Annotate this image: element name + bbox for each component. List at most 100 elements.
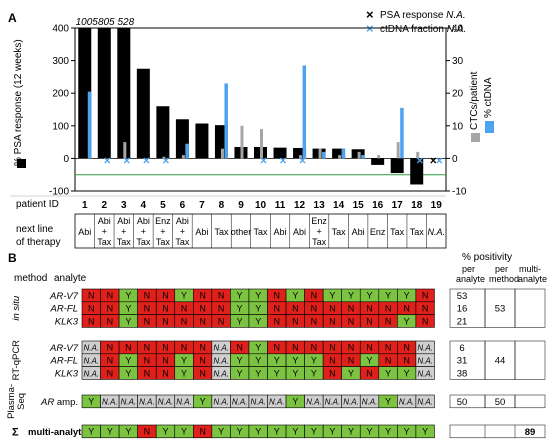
therapy-label: other: [231, 227, 252, 237]
result-cell-text: Y: [181, 368, 187, 378]
panel-b-label: B: [8, 251, 17, 265]
left-axis-label: % PSA response (12 weeks): [13, 39, 24, 166]
result-cell-text: N.A.: [417, 369, 433, 378]
result-cell-text: N: [311, 343, 318, 353]
result-cell-text: N: [292, 316, 299, 326]
result-cell-text: N: [218, 304, 225, 314]
result-cell-text: N: [88, 304, 95, 314]
summary-cell-text: Y: [88, 427, 94, 437]
psa-bar: [371, 158, 385, 165]
result-cell-text: N: [348, 316, 355, 326]
left-tick-label: -100: [49, 187, 69, 198]
ctc-bar: [416, 151, 420, 159]
patient-id-label: patient ID: [16, 199, 59, 210]
result-cell-text: N: [107, 356, 114, 366]
psa-bar: [390, 158, 404, 174]
right-axis-ctc-swatch: [471, 133, 480, 142]
result-cell-text: N: [144, 291, 151, 301]
result-cell-text: Y: [88, 397, 94, 407]
result-cell-text: N: [181, 316, 188, 326]
ctc-bar: [260, 129, 263, 159]
therapy-label: Abi: [137, 216, 150, 226]
result-cell-text: N: [144, 343, 151, 353]
therapy-label: Abi: [352, 227, 365, 237]
right-axis-label-ctc: CTCs/patient: [469, 71, 480, 130]
result-cell-text: N: [125, 343, 132, 353]
result-cell-text: N.A.: [139, 398, 155, 407]
patient-id: 18: [411, 200, 423, 211]
multi-box: [514, 288, 546, 328]
result-cell-text: N: [385, 356, 392, 366]
ctc-bar: [357, 151, 361, 159]
result-cell-text: N.A.: [269, 398, 285, 407]
summary-cell-text: Y: [255, 427, 261, 437]
result-cell-text: N.A.: [213, 369, 229, 378]
patient-id: 14: [333, 200, 345, 211]
therapy-label: Abi: [117, 216, 130, 226]
patient-id: 19: [431, 200, 443, 211]
result-cell-text: N: [199, 291, 206, 301]
therapy-label: Abi: [274, 227, 287, 237]
therapy-label: +: [121, 227, 126, 237]
result-cell-text: N.A.: [121, 398, 137, 407]
summary-cell-text: N: [199, 427, 206, 437]
result-cell-text: N.A.: [102, 398, 118, 407]
psa-na-marker: ×: [430, 153, 437, 167]
summary-cell-text: Y: [181, 427, 187, 437]
summary-cell-text: N: [144, 427, 151, 437]
result-cell-text: N: [162, 356, 169, 366]
analyte-label: AR amp.: [40, 397, 78, 408]
therapy-label: Abi: [78, 227, 91, 237]
result-cell-text: N: [144, 316, 151, 326]
result-cell-text: N: [422, 304, 429, 314]
summary-cell-text: Y: [404, 427, 410, 437]
result-cell-text: Y: [292, 291, 298, 301]
result-cell-text: N: [162, 368, 169, 378]
right-tick-label: 10: [452, 121, 464, 132]
psa-bar: [293, 147, 307, 159]
result-cell-text: N.A.: [232, 398, 248, 407]
result-cell-text: N: [274, 291, 281, 301]
psa-bar: [156, 106, 170, 159]
patient-id: 15: [353, 200, 365, 211]
multi-analyte-value: 89: [525, 427, 536, 438]
therapy-frame: [74, 213, 447, 249]
therapy-label: Tax: [136, 237, 151, 247]
result-cell-text: Y: [125, 304, 131, 314]
patient-id: 3: [121, 200, 127, 211]
result-cell-text: Y: [311, 368, 317, 378]
analyte-label: AR-FL: [50, 356, 78, 367]
result-cell-text: N.A.: [417, 344, 433, 353]
therapy-label: Tax: [253, 227, 268, 237]
result-cell-text: N.A.: [83, 357, 99, 366]
ctdna-bar: [87, 91, 92, 159]
result-cell-text: Y: [274, 356, 280, 366]
result-cell-text: Y: [348, 291, 354, 301]
result-cell-text: Y: [385, 291, 391, 301]
result-cell-text: N: [422, 291, 429, 301]
result-cell-text: Y: [237, 368, 243, 378]
patient-id: 13: [314, 200, 326, 211]
result-cell-text: N: [385, 343, 392, 353]
result-cell-text: Y: [348, 368, 354, 378]
result-cell-text: N: [274, 343, 281, 353]
ctc-bar: [240, 125, 244, 159]
result-cell-text: N: [366, 343, 373, 353]
psa-bar: [117, 28, 131, 159]
therapy-label: Tax: [156, 237, 171, 247]
patient-id: 9: [238, 200, 244, 211]
result-cell: [415, 314, 435, 328]
result-cell-text: N.A.: [83, 344, 99, 353]
ctc-bar: [318, 148, 322, 159]
result-cell-text: N: [292, 343, 299, 353]
result-cell-text: N.A.: [399, 398, 415, 407]
per-method-header-2: method: [489, 274, 519, 284]
ctdna-na-marker: ×: [143, 153, 150, 167]
therapy-label: Tax: [410, 227, 425, 237]
left-axis-legend-swatch: [17, 159, 26, 168]
result-cell-text: Y: [367, 291, 373, 301]
result-cell-text: Y: [255, 343, 261, 353]
per-analyte-value: 53: [457, 291, 468, 302]
result-cell-text: Y: [274, 368, 280, 378]
